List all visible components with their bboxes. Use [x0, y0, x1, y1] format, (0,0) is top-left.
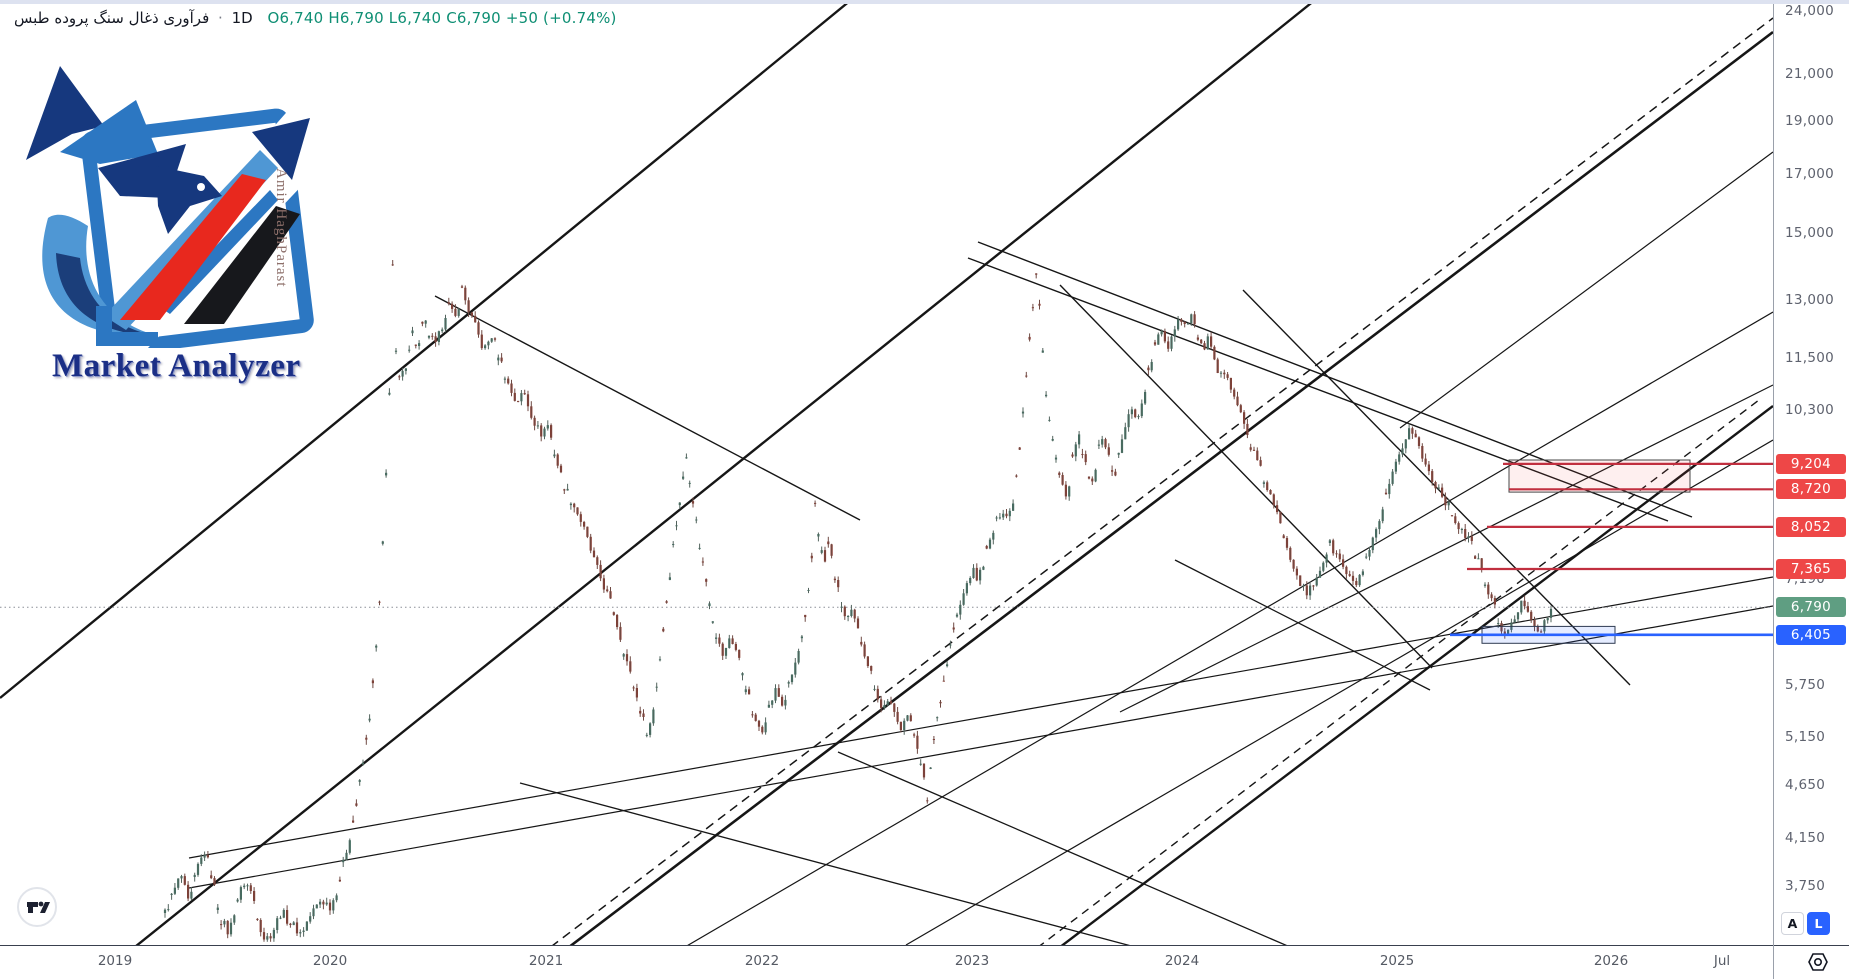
market-analyzer-logo: [26, 66, 328, 348]
price-label-11500: 11,500: [1785, 349, 1835, 366]
tradingview-logo[interactable]: [16, 886, 58, 928]
symbol-title[interactable]: فرآوری ذغال سنگ پروده طبس: [14, 9, 210, 27]
trendline-rising-thin-1[interactable]: [1119, 384, 1773, 713]
price-label-5750: 5,750: [1785, 676, 1826, 693]
price-label-10300: 10,300: [1785, 401, 1835, 418]
trendline-channel-dashed-3[interactable]: [527, 17, 1773, 945]
trendline-shallow-support-2[interactable]: [188, 605, 1773, 889]
time-label-2022: 2022: [744, 953, 780, 969]
zone-supply-zone[interactable]: [1508, 459, 1691, 493]
price-tag-6790[interactable]: 6,790: [1776, 597, 1846, 618]
trendline-rising-thin-4[interactable]: [1399, 151, 1773, 429]
price-label-24000: 24,000: [1785, 3, 1835, 19]
chart-canvas[interactable]: [0, 0, 1773, 945]
price-tag-8052[interactable]: 8,052: [1776, 516, 1846, 537]
trendline-down-low-1[interactable]: [837, 751, 1290, 945]
trendline-channel-thick-3[interactable]: [527, 30, 1773, 945]
price-label-15000: 15,000: [1785, 224, 1835, 241]
time-label-2019: 2019: [97, 953, 133, 969]
time-label-2020: 2020: [312, 953, 348, 969]
price-label-4650: 4,650: [1785, 776, 1826, 793]
trendline-rising-thin-3[interactable]: [905, 439, 1773, 945]
trendline-down-short[interactable]: [1174, 559, 1431, 691]
price-tag-9204[interactable]: 9,204: [1776, 453, 1846, 474]
time-label-2021: 2021: [528, 953, 564, 969]
axis-separator: [1773, 945, 1774, 979]
trendline-rising-thin-2[interactable]: [685, 311, 1773, 945]
time-label-2025: 2025: [1379, 953, 1415, 969]
trendline-channel-thick-1[interactable]: [0, 0, 852, 699]
trendline-channel-thick-2[interactable]: [95, 0, 1316, 945]
price-label-13000: 13,000: [1785, 292, 1835, 309]
timeframe-label[interactable]: 1D: [231, 9, 253, 27]
time-label-Jul: Jul: [1713, 953, 1731, 969]
price-tag-7365[interactable]: 7,365: [1776, 558, 1846, 579]
auto-scale-button[interactable]: A: [1781, 912, 1804, 935]
time-axis[interactable]: 2019 2020 2021 2022 2023 2024 2025 2026 Jul: [0, 945, 1849, 979]
trendline-down-steep-1[interactable]: [1059, 284, 1433, 669]
gear-icon[interactable]: [1806, 950, 1830, 974]
trendline-down-low-2[interactable]: [519, 782, 1135, 945]
price-label-17000: 17,000: [1785, 165, 1835, 182]
log-scale-button[interactable]: L: [1807, 912, 1830, 935]
logo-author-watermark: Amir HaghParast: [273, 168, 289, 288]
price-label-19000: 19,000: [1785, 113, 1835, 130]
trendline-down-from-peak-2[interactable]: [967, 257, 1669, 522]
candle: [1477, 558, 1480, 560]
price-tag-8720[interactable]: 8,720: [1776, 479, 1846, 500]
trendline-shallow-support-1[interactable]: [188, 576, 1773, 859]
time-label-2023: 2023: [954, 953, 990, 969]
legend-separator: ·: [218, 9, 223, 27]
price-label-21000: 21,000: [1785, 65, 1835, 82]
ohlc-values: O6,740 H6,790 L6,740 C6,790 +50 (+0.74%): [267, 9, 617, 27]
price-label-3750: 3,750: [1785, 878, 1826, 895]
price-axis[interactable]: 24,000 21,000 19,000 17,000 15,000 13,000 11,5…: [1773, 0, 1849, 945]
time-label-2026: 2026: [1593, 953, 1629, 969]
logo-title: Market Analyzer: [52, 348, 301, 384]
symbol-legend[interactable]: فرآوری ذغال سنگ پروده طبس · 1D O6,740 H6…: [14, 9, 617, 27]
time-label-2024: 2024: [1164, 953, 1200, 969]
top-strip: [0, 0, 1849, 4]
trendline-down-2020-2022[interactable]: [434, 295, 861, 521]
price-label-5150: 5,150: [1785, 728, 1826, 745]
price-label-4150: 4,150: [1785, 830, 1826, 847]
trendline-down-from-peak-1[interactable]: [977, 241, 1693, 518]
price-tag-6405[interactable]: 6,405: [1776, 624, 1846, 645]
